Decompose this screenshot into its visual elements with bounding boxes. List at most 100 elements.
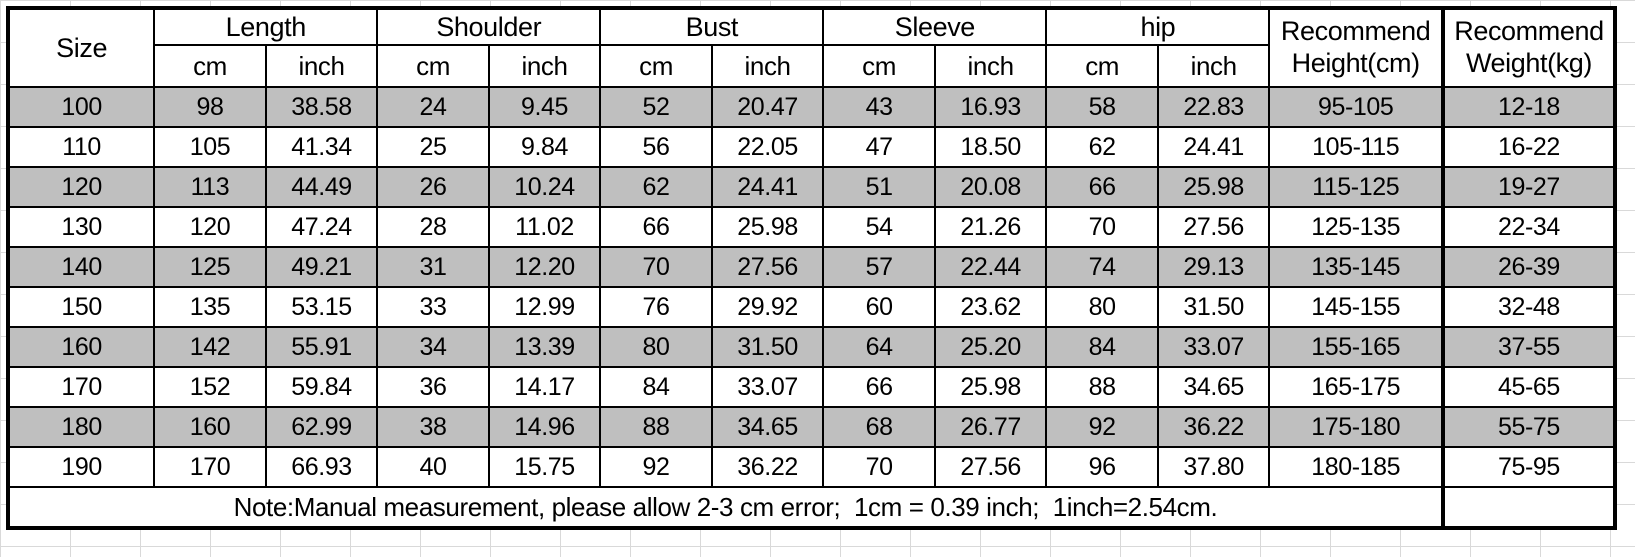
cell-size: 130 [6, 206, 156, 248]
cell-size: 110 [6, 126, 156, 168]
subheader-sleeve-cm: cm [822, 44, 936, 88]
cell-bust-inch: 24.41 [710, 166, 825, 208]
cell-sleeve-cm: 68 [822, 406, 936, 448]
size-row-170: 170 152 59.84 36 14.17 84 33.07 66 25.98 88 34.65 1… [6, 366, 1617, 408]
cell-shoulder-inch: 9.45 [487, 86, 602, 128]
size-row-110: 110 105 41.34 25 9.84 56 22.05 47 18.50 62 24.41 10… [6, 126, 1617, 168]
cell-shoulder-cm: 40 [376, 446, 490, 488]
note-cell: Note:Manual measurement, please allow 2-… [7, 486, 1444, 529]
cell-sleeve-inch: 26.77 [933, 406, 1048, 448]
cell-recommend-weight: 37-55 [1440, 326, 1617, 368]
cell-bust-cm: 88 [599, 406, 713, 448]
cell-length-inch: 55.91 [264, 326, 379, 368]
cell-length-inch: 66.93 [264, 446, 379, 488]
cell-hip-inch: 22.83 [1156, 86, 1271, 128]
cell-hip-cm: 58 [1045, 86, 1159, 128]
cell-bust-cm: 80 [599, 326, 713, 368]
cell-bust-inch: 31.50 [710, 326, 825, 368]
subheader-length-cm: cm [153, 44, 267, 88]
size-row-100: 100 98 38.58 24 9.45 52 20.47 43 16.93 58 22.83 95-… [6, 86, 1617, 128]
cell-hip-cm: 74 [1045, 246, 1159, 288]
cell-length-inch: 49.21 [264, 246, 379, 288]
cell-recommend-weight: 26-39 [1440, 246, 1617, 288]
header-row-units: cm inch cm inch cm inch cm inch cm inch [8, 44, 1615, 88]
column-header-length: Length [153, 7, 379, 46]
cell-recommend-height: 145-155 [1268, 286, 1444, 328]
cell-recommend-height: 155-165 [1268, 326, 1444, 368]
cell-length-cm: 152 [153, 366, 267, 408]
cell-hip-inch: 36.22 [1156, 406, 1271, 448]
cell-length-cm: 160 [153, 406, 267, 448]
cell-recommend-weight: 19-27 [1440, 166, 1617, 208]
cell-bust-inch: 20.47 [710, 86, 825, 128]
cell-recommend-height: 95-105 [1268, 86, 1444, 128]
cell-hip-inch: 25.98 [1156, 166, 1271, 208]
cell-sleeve-inch: 20.08 [933, 166, 1048, 208]
cell-shoulder-cm: 34 [376, 326, 490, 368]
cell-sleeve-cm: 66 [822, 366, 936, 408]
cell-sleeve-inch: 22.44 [933, 246, 1048, 288]
cell-size: 100 [6, 86, 156, 128]
cell-length-cm: 98 [153, 86, 267, 128]
cell-shoulder-inch: 11.02 [487, 206, 602, 248]
column-header-recommend-weight: Recommend Weight(kg) [1440, 7, 1617, 88]
cell-shoulder-cm: 28 [376, 206, 490, 248]
cell-recommend-weight: 12-18 [1440, 86, 1617, 128]
cell-hip-cm: 66 [1045, 166, 1159, 208]
cell-length-cm: 135 [153, 286, 267, 328]
subheader-shoulder-inch: inch [487, 44, 602, 88]
cell-bust-inch: 22.05 [710, 126, 825, 168]
size-row-120: 120 113 44.49 26 10.24 62 24.41 51 20.08 66 25.98 1… [6, 166, 1617, 208]
cell-size: 180 [6, 406, 156, 448]
cell-hip-inch: 27.56 [1156, 206, 1271, 248]
cell-bust-cm: 76 [599, 286, 713, 328]
size-row-140: 140 125 49.21 31 12.20 70 27.56 57 22.44 74 29.13 1… [6, 246, 1617, 288]
cell-recommend-weight: 75-95 [1440, 446, 1617, 488]
cell-length-inch: 62.99 [264, 406, 379, 448]
cell-recommend-weight: 45-65 [1440, 366, 1617, 408]
subheader-bust-inch: inch [710, 44, 825, 88]
cell-bust-inch: 33.07 [710, 366, 825, 408]
cell-size: 150 [6, 286, 156, 328]
cell-sleeve-inch: 25.20 [933, 326, 1048, 368]
cell-hip-inch: 24.41 [1156, 126, 1271, 168]
cell-hip-cm: 70 [1045, 206, 1159, 248]
cell-size: 140 [6, 246, 156, 288]
cell-recommend-height: 165-175 [1268, 366, 1444, 408]
cell-bust-inch: 36.22 [710, 446, 825, 488]
cell-length-cm: 125 [153, 246, 267, 288]
cell-recommend-weight: 22-34 [1440, 206, 1617, 248]
column-header-sleeve: Sleeve [822, 7, 1048, 46]
cell-bust-cm: 84 [599, 366, 713, 408]
cell-shoulder-cm: 36 [376, 366, 490, 408]
cell-length-cm: 113 [153, 166, 267, 208]
size-chart-table: Size Length Shoulder Bust Sleeve hip Rec… [6, 6, 1617, 530]
column-header-size: Size [6, 7, 156, 88]
cell-bust-cm: 70 [599, 246, 713, 288]
cell-length-inch: 44.49 [264, 166, 379, 208]
cell-sleeve-inch: 21.26 [933, 206, 1048, 248]
cell-recommend-weight: 16-22 [1440, 126, 1617, 168]
size-row-160: 160 142 55.91 34 13.39 80 31.50 64 25.20 84 33.07 1… [6, 326, 1617, 368]
cell-recommend-height: 175-180 [1268, 406, 1444, 448]
size-row-150: 150 135 53.15 33 12.99 76 29.92 60 23.62 80 31.50 1… [6, 286, 1617, 328]
cell-shoulder-cm: 33 [376, 286, 490, 328]
cell-hip-inch: 33.07 [1156, 326, 1271, 368]
cell-shoulder-cm: 24 [376, 86, 490, 128]
cell-hip-cm: 92 [1045, 406, 1159, 448]
cell-sleeve-cm: 47 [822, 126, 936, 168]
cell-length-inch: 47.24 [264, 206, 379, 248]
cell-shoulder-inch: 10.24 [487, 166, 602, 208]
cell-sleeve-inch: 25.98 [933, 366, 1048, 408]
cell-size: 190 [6, 446, 156, 488]
cell-length-inch: 41.34 [264, 126, 379, 168]
cell-bust-inch: 29.92 [710, 286, 825, 328]
cell-size: 170 [6, 366, 156, 408]
column-header-hip: hip [1045, 7, 1271, 46]
subheader-bust-cm: cm [599, 44, 713, 88]
empty-cell [1440, 486, 1617, 529]
size-row-180: 180 160 62.99 38 14.96 88 34.65 68 26.77 92 36.22 1… [6, 406, 1617, 448]
cell-shoulder-inch: 14.17 [487, 366, 602, 408]
cell-hip-inch: 34.65 [1156, 366, 1271, 408]
